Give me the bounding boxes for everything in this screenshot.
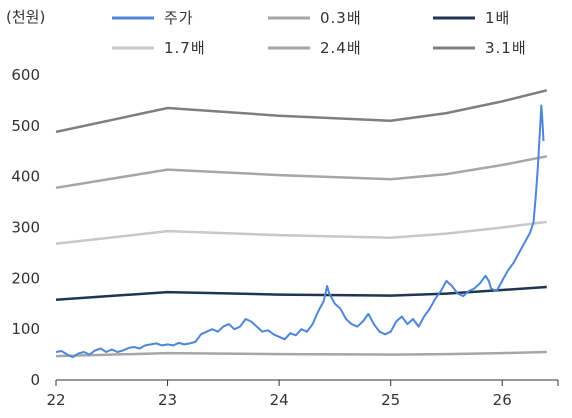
- y-tick-label: 500: [11, 117, 40, 135]
- x-axis-ticks: 22 23 24 25 26: [46, 380, 559, 409]
- x-tick-label: 23: [158, 391, 177, 409]
- y-tick-label: 300: [11, 219, 40, 237]
- legend-item: 2.4배: [268, 39, 362, 57]
- legend-label: 1배: [485, 9, 510, 27]
- x-tick-label: 26: [493, 391, 512, 409]
- series-line-3: [55, 220, 547, 246]
- legend-label: 1.7배: [164, 39, 206, 57]
- series-line-5: [55, 89, 548, 134]
- y-tick-label: 200: [11, 269, 40, 287]
- legend-item: 3.1배: [433, 39, 527, 57]
- series-layer: [55, 89, 548, 359]
- y-tick-label: 600: [11, 66, 40, 84]
- legend-item: 주가: [112, 9, 194, 27]
- series-line-2: [55, 285, 547, 301]
- legend: 주가 0.3배 1배 1.7배 2.4배 3.1배: [112, 9, 527, 57]
- x-tick-label: 25: [381, 391, 400, 409]
- legend-label: 2.4배: [320, 39, 362, 57]
- x-tick-label: 24: [270, 391, 289, 409]
- y-tick-label: 400: [11, 168, 40, 186]
- legend-label: 0.3배: [320, 9, 362, 27]
- y-axis-unit-label: (천원): [6, 8, 45, 26]
- series-line-1: [55, 350, 547, 358]
- legend-item: 1.7배: [112, 39, 206, 57]
- legend-label: 주가: [164, 9, 194, 27]
- y-axis-ticks: 0 100 200 300 400 500 600: [11, 66, 40, 389]
- series-line-4: [55, 155, 548, 190]
- x-tick-label: 22: [46, 391, 65, 409]
- series-line-0: [55, 104, 545, 359]
- y-tick-label: 100: [11, 320, 40, 338]
- legend-label: 3.1배: [485, 39, 527, 57]
- legend-item: 0.3배: [268, 9, 362, 27]
- y-tick-label: 0: [30, 371, 40, 389]
- legend-item: 1배: [433, 9, 510, 27]
